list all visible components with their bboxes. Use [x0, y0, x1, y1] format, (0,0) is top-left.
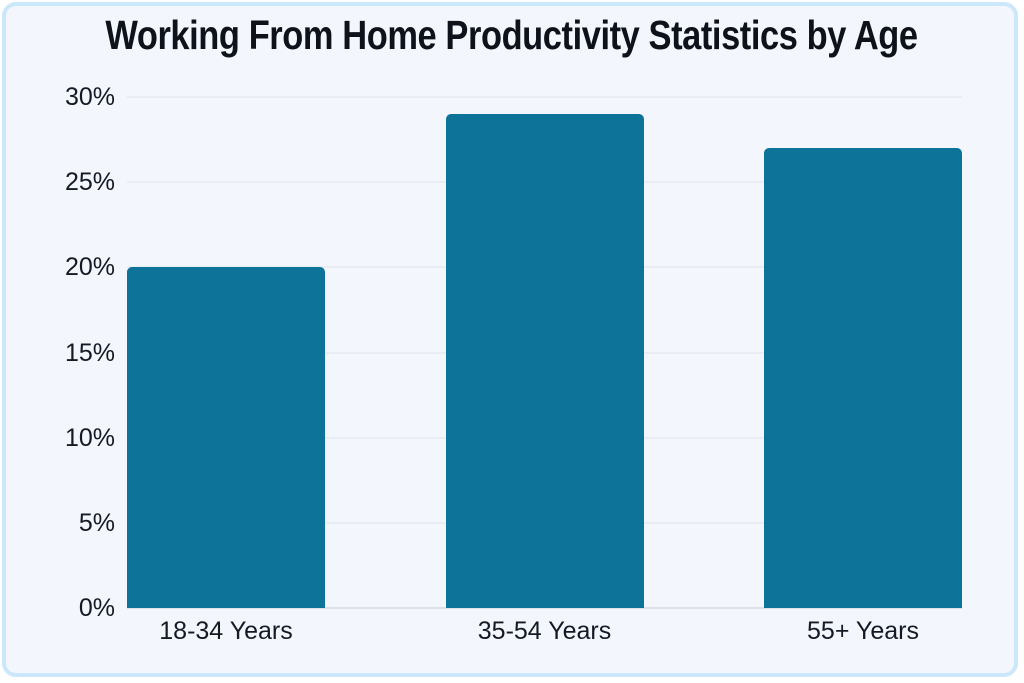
- y-tick-label-5: 5%: [78, 508, 115, 537]
- bar-35-54-years: [445, 114, 644, 608]
- y-tick-label-10: 10%: [64, 423, 115, 452]
- gridline-30: [127, 96, 962, 98]
- bar-55-years: [764, 148, 962, 608]
- y-tick-label-0: 0%: [78, 594, 115, 622]
- y-tick-label-20: 20%: [64, 253, 115, 282]
- x-tick-label-18-34-years: 18-34 Years: [159, 617, 293, 645]
- y-axis: 0% 5% 10% 15% 20% 25% 30%: [0, 83, 115, 622]
- y-tick-label-25: 25%: [64, 168, 115, 197]
- chart-title-text: Working From Home Productivity Statistic…: [105, 12, 919, 58]
- chart-title: Working From Home Productivity Statistic…: [0, 12, 1024, 59]
- y-tick-label-15: 15%: [64, 338, 115, 367]
- gridline-0: [127, 607, 962, 609]
- y-tick-label-30: 30%: [64, 83, 115, 111]
- x-axis: 18-34 Years 35-54 Years 55+ Years: [127, 616, 962, 646]
- bar-series: [127, 97, 962, 608]
- bar-18-34-years: [127, 267, 325, 608]
- plot-area: [127, 96, 962, 609]
- x-tick-label-35-54-years: 35-54 Years: [477, 617, 612, 645]
- x-tick-label-55-years: 55+ Years: [807, 617, 919, 645]
